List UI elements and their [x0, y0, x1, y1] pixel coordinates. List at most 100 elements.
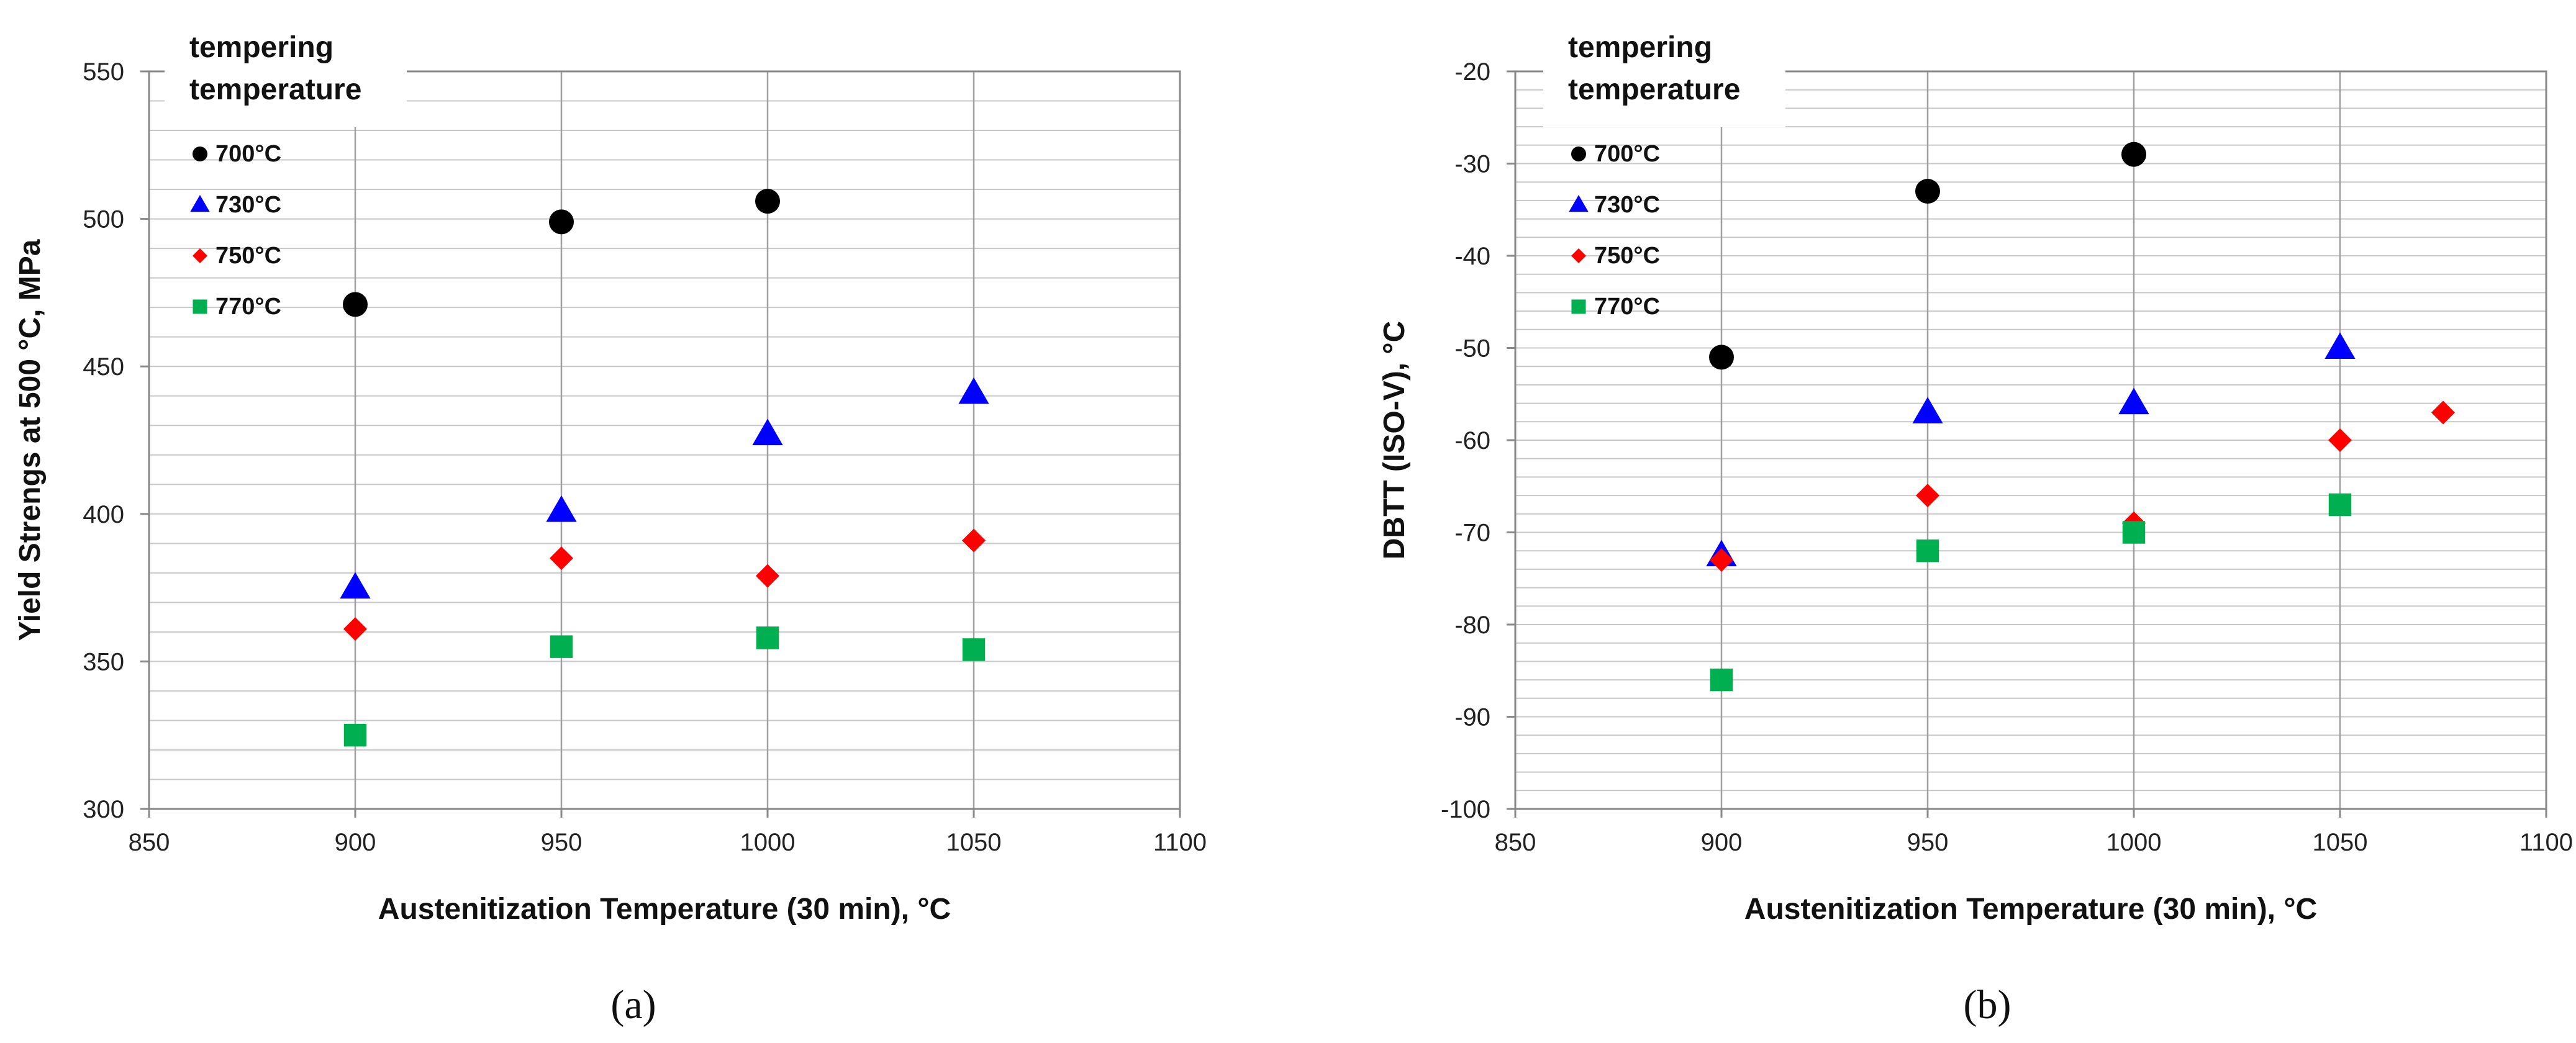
- chart-b-legend-marker: [1571, 147, 1586, 161]
- chart-a-y-tick-label: 500: [83, 206, 124, 233]
- chart-a-x-tick-label: 1100: [1153, 829, 1207, 856]
- chart-b-legend-title-line1: tempering: [1568, 31, 1712, 64]
- chart-a-points: [340, 189, 989, 747]
- chart-b-legend-box: [1543, 25, 1785, 127]
- chart-b-x-axis-label: Austenitization Temperature (30 min), °C: [1744, 893, 2317, 926]
- chart-a-point-circle: [549, 209, 574, 235]
- chart-b-x-tick-label: 1000: [2107, 829, 2162, 856]
- chart-b-point-circle: [1915, 179, 1940, 204]
- chart-a-point-circle: [343, 292, 368, 317]
- chart-a-point-triangle: [958, 377, 989, 404]
- chart-b-y-tick-label: -70: [1454, 520, 1490, 547]
- chart-b-point-circle: [1709, 345, 1734, 370]
- chart-a-point-diamond: [343, 617, 367, 641]
- chart-a-legend-marker: [193, 248, 207, 263]
- chart-b-point-triangle: [2118, 387, 2149, 415]
- chart-a-y-tick-label: 300: [83, 796, 124, 823]
- chart-a-legend-marker: [193, 299, 207, 314]
- chart-b-legend-marker: [1569, 195, 1589, 212]
- chart-b-x-tick-label: 1050: [2313, 829, 2368, 856]
- chart-panel-b: 850 900 950 1000 1050 1100 -100 -90 -80 -70 -60 -5…: [1378, 25, 2573, 1027]
- chart-b-y-ticks: -100 -90 -80 -70 -60 -50 -40 -30 -20: [1441, 58, 1515, 823]
- chart-a-legend-label: 770°C: [215, 294, 281, 320]
- chart-b-grid: [1514, 71, 2547, 809]
- chart-a-point-triangle: [340, 572, 371, 599]
- chart-b-x-tick-label: 1100: [2519, 829, 2573, 856]
- chart-a-y-axis-label: Yield Strengs at 500 °C, MPa: [14, 239, 47, 641]
- chart-a-point-square: [962, 638, 986, 661]
- chart-b-point-diamond: [2431, 400, 2455, 425]
- chart-a-x-tick-label: 950: [541, 829, 583, 856]
- chart-b-points: [1706, 142, 2455, 692]
- chart-a-point-square: [550, 635, 573, 658]
- chart-b-point-square: [1916, 539, 1939, 562]
- chart-a-plot-frame: [148, 70, 1181, 810]
- chart-a-panel-label: (a): [610, 982, 656, 1027]
- chart-a-panel-label-text: (a): [610, 982, 656, 1027]
- chart-b-y-tick-label: -100: [1441, 796, 1490, 823]
- chart-a-y-tick-label: 450: [83, 353, 124, 381]
- chart-a-x-tick-label: 850: [129, 829, 170, 856]
- chart-b-y-tick-label: -20: [1454, 58, 1490, 86]
- chart-a-x-tick-label: 1000: [740, 829, 796, 856]
- chart-b-point-diamond: [1916, 484, 1939, 508]
- chart-b-x-tick-label: 950: [1907, 829, 1949, 856]
- chart-a-point-triangle: [546, 495, 577, 522]
- chart-b-legend-items: 700°C 730°C 750°C 770°C: [1569, 141, 1660, 320]
- chart-b-legend-marker: [1571, 248, 1586, 263]
- chart-b-legend-label: 700°C: [1594, 141, 1660, 167]
- chart-a-x-tick-label: 1050: [946, 829, 1002, 856]
- chart-a-legend-label: 730°C: [215, 192, 281, 218]
- chart-a-legend: tempering temperature 700°C 730°C 750°C 770…: [165, 25, 407, 320]
- chart-a-point-triangle: [752, 418, 783, 446]
- chart-b-point-triangle: [1912, 397, 1943, 424]
- chart-a-legend-title-line1: tempering: [189, 31, 333, 64]
- chart-a-legend-title-line2: temperature: [189, 73, 361, 106]
- chart-b-panel-label-text: (b): [1964, 982, 2011, 1027]
- chart-a-legend-box: [165, 25, 407, 127]
- chart-a-y-tick-label: 400: [83, 501, 124, 528]
- chart-a-y-tick-label: 350: [83, 648, 124, 675]
- chart-b-x-tick-label: 850: [1495, 829, 1536, 856]
- chart-b-y-tick-label: -40: [1454, 243, 1490, 270]
- chart-a-x-tick-label: 900: [335, 829, 376, 856]
- chart-b-point-circle: [2121, 142, 2146, 167]
- chart-a-point-diamond: [550, 546, 573, 571]
- chart-a-point-circle: [755, 189, 780, 214]
- chart-b-legend-label: 770°C: [1594, 294, 1660, 320]
- chart-b-point-triangle: [2324, 332, 2356, 359]
- chart-b-point-diamond: [1710, 548, 1733, 572]
- chart-a-point-square: [343, 723, 367, 747]
- chart-a-y-ticks: 300 350 400 450 500 550: [83, 58, 149, 823]
- chart-b-legend-marker: [1571, 299, 1586, 314]
- chart-a-point-square: [756, 626, 779, 649]
- chart-b-legend: tempering temperature 700°C 730°C 750°C 770…: [1543, 25, 1785, 320]
- chart-a-legend-marker: [193, 147, 207, 161]
- chart-b-y-axis-label: DBTT (ISO-V), °C: [1378, 321, 1411, 560]
- chart-b-y-tick-label: -60: [1454, 427, 1490, 454]
- chart-a-legend-items: 700°C 730°C 750°C 770°C: [190, 141, 281, 320]
- chart-a-legend-marker: [190, 195, 210, 212]
- chart-b-y-tick-label: -80: [1454, 612, 1490, 639]
- chart-panel-a: 850 900 950 1000 1050 1100 300 350 400 450 500 550…: [14, 25, 1207, 1027]
- chart-a-point-diamond: [756, 564, 779, 588]
- chart-b-point-square: [2328, 493, 2352, 517]
- chart-a-legend-label: 750°C: [215, 243, 281, 269]
- chart-b-legend-label: 730°C: [1594, 192, 1660, 218]
- chart-b-panel-label: (b): [1964, 982, 2011, 1027]
- chart-a-x-ticks: 850 900 950 1000 1050 1100: [129, 809, 1207, 856]
- chart-b-point-square: [1710, 668, 1733, 692]
- chart-b-x-tick-label: 900: [1701, 829, 1743, 856]
- chart-b-legend-label: 750°C: [1594, 243, 1660, 269]
- chart-b-x-ticks: 850 900 950 1000 1050 1100: [1495, 809, 2573, 856]
- chart-a-y-tick-label: 550: [83, 58, 124, 86]
- chart-b-y-tick-label: -50: [1454, 335, 1490, 363]
- chart-b-point-diamond: [2328, 428, 2352, 452]
- chart-b-point-square: [2122, 521, 2146, 544]
- chart-a-x-axis-label: Austenitization Temperature (30 min), °C: [378, 893, 951, 926]
- chart-a-legend-label: 700°C: [215, 141, 281, 167]
- chart-b-y-tick-label: -30: [1454, 151, 1490, 178]
- chart-a-point-diamond: [962, 528, 986, 553]
